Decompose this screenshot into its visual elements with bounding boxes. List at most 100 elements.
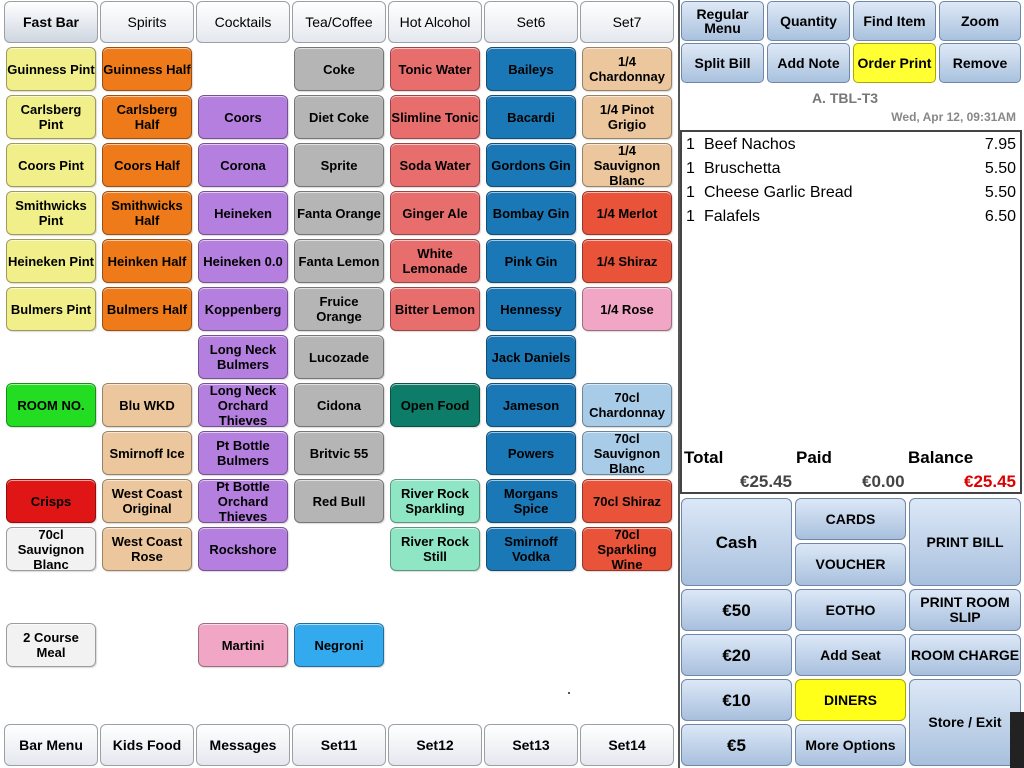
order-line[interactable]: 1 Bruschetta 5.50: [686, 160, 1016, 184]
item-button[interactable]: Sprite: [294, 143, 384, 187]
item-button[interactable]: 1/4 Pinot Grigio: [582, 95, 672, 139]
item-button[interactable]: 1/4 Shiraz: [582, 239, 672, 283]
item-button[interactable]: Powers: [486, 431, 576, 475]
print-bill-button[interactable]: PRINT BILL: [909, 498, 1021, 586]
item-button[interactable]: Long Neck Bulmers: [198, 335, 288, 379]
item-button[interactable]: Cidona: [294, 383, 384, 427]
item-button[interactable]: Jameson: [486, 383, 576, 427]
item-button[interactable]: Smithwicks Pint: [6, 191, 96, 235]
order-line[interactable]: 1 Cheese Garlic Bread 5.50: [686, 184, 1016, 208]
item-button[interactable]: Smirnoff Ice: [102, 431, 192, 475]
item-button[interactable]: Coors: [198, 95, 288, 139]
item-button[interactable]: Bacardi: [486, 95, 576, 139]
item-button[interactable]: River Rock Still: [390, 527, 480, 571]
item-button[interactable]: Heineken: [198, 191, 288, 235]
room-charge-button[interactable]: ROOM CHARGE: [909, 634, 1021, 676]
item-button[interactable]: Tonic Water: [390, 47, 480, 91]
cash-10-button[interactable]: €10: [681, 679, 792, 721]
tab-tea-coffee[interactable]: Tea/Coffee: [292, 1, 386, 43]
item-button[interactable]: Heinken Half: [102, 239, 192, 283]
item-button[interactable]: Guinness Pint: [6, 47, 96, 91]
tab-set13[interactable]: Set13: [484, 724, 578, 766]
item-button[interactable]: Martini: [198, 623, 288, 667]
item-button[interactable]: 70cl Shiraz: [582, 479, 672, 523]
item-button[interactable]: 70cl Sparkling Wine: [582, 527, 672, 572]
item-button[interactable]: Diet Coke: [294, 95, 384, 139]
item-button[interactable]: River Rock Sparkling: [390, 479, 480, 523]
item-button[interactable]: Blu WKD: [102, 383, 192, 427]
item-button[interactable]: 70cl Chardonnay: [582, 383, 672, 427]
item-button[interactable]: Coors Pint: [6, 143, 96, 187]
item-button[interactable]: West Coast Original: [102, 479, 192, 523]
item-button[interactable]: Jack Daniels: [486, 335, 576, 379]
item-button[interactable]: Fanta Lemon: [294, 239, 384, 283]
tab-set6[interactable]: Set6: [484, 1, 578, 43]
tab-set7[interactable]: Set7: [580, 1, 674, 43]
item-button[interactable]: Bitter Lemon: [390, 287, 480, 331]
item-button[interactable]: White Lemonade: [390, 239, 480, 283]
print-room-slip-button[interactable]: PRINT ROOM SLIP: [909, 589, 1021, 631]
tab-messages[interactable]: Messages: [196, 724, 290, 766]
tab-bar-menu[interactable]: Bar Menu: [4, 724, 98, 766]
room-number-button[interactable]: ROOM NO.: [6, 383, 96, 427]
item-button[interactable]: 1/4 Sauvignon Blanc: [582, 143, 672, 188]
item-button[interactable]: Long Neck Orchard Thieves: [198, 383, 288, 428]
item-button[interactable]: Corona: [198, 143, 288, 187]
quantity-button[interactable]: Quantity: [767, 1, 850, 41]
tab-hot-alcohol[interactable]: Hot Alcohol: [388, 1, 482, 43]
item-button[interactable]: 1/4 Merlot: [582, 191, 672, 235]
split-bill-button[interactable]: Split Bill: [681, 43, 764, 83]
item-button[interactable]: Carlsberg Half: [102, 95, 192, 139]
tab-set14[interactable]: Set14: [580, 724, 674, 766]
item-button[interactable]: 1/4 Rose: [582, 287, 672, 331]
item-button[interactable]: Heineken 0.0: [198, 239, 288, 283]
item-button[interactable]: 1/4 Chardonnay: [582, 47, 672, 91]
item-button[interactable]: Fanta Orange: [294, 191, 384, 235]
item-button[interactable]: Pink Gin: [486, 239, 576, 283]
item-button[interactable]: Bombay Gin: [486, 191, 576, 235]
item-button[interactable]: Rockshore: [198, 527, 288, 571]
item-button[interactable]: Pt Bottle Orchard Thieves: [198, 479, 288, 524]
item-button[interactable]: Pt Bottle Bulmers: [198, 431, 288, 475]
add-note-button[interactable]: Add Note: [767, 43, 850, 83]
open-food-button[interactable]: Open Food: [390, 383, 480, 427]
tab-set12[interactable]: Set12: [388, 724, 482, 766]
item-button[interactable]: Gordons Gin: [486, 143, 576, 187]
tab-fast-bar[interactable]: Fast Bar: [4, 1, 98, 43]
more-options-button[interactable]: More Options: [795, 724, 906, 766]
item-button[interactable]: Coors Half: [102, 143, 192, 187]
cards-button[interactable]: CARDS: [795, 498, 906, 540]
voucher-button[interactable]: VOUCHER: [795, 543, 906, 586]
item-button[interactable]: Lucozade: [294, 335, 384, 379]
item-button[interactable]: West Coast Rose: [102, 527, 192, 571]
item-button[interactable]: Negroni: [294, 623, 384, 667]
cash-5-button[interactable]: €5: [681, 724, 792, 766]
item-button[interactable]: Carlsberg Pint: [6, 95, 96, 139]
tab-spirits[interactable]: Spirits: [100, 1, 194, 43]
item-button[interactable]: Britvic 55: [294, 431, 384, 475]
item-button[interactable]: Slimline Tonic: [390, 95, 480, 139]
item-button[interactable]: Bulmers Half: [102, 287, 192, 331]
remove-button[interactable]: Remove: [939, 43, 1021, 83]
cash-button[interactable]: Cash: [681, 498, 792, 586]
item-button[interactable]: Heineken Pint: [6, 239, 96, 283]
tab-kids-food[interactable]: Kids Food: [100, 724, 194, 766]
item-button[interactable]: Soda Water: [390, 143, 480, 187]
item-button[interactable]: Red Bull: [294, 479, 384, 523]
order-line[interactable]: 1 Beef Nachos 7.95: [686, 136, 1016, 160]
cash-20-button[interactable]: €20: [681, 634, 792, 676]
item-button[interactable]: Ginger Ale: [390, 191, 480, 235]
zoom-button[interactable]: Zoom: [939, 1, 1021, 41]
item-button[interactable]: Baileys: [486, 47, 576, 91]
item-button[interactable]: Smirnoff Vodka: [486, 527, 576, 571]
item-button[interactable]: Coke: [294, 47, 384, 91]
item-button[interactable]: Morgans Spice: [486, 479, 576, 523]
item-button[interactable]: Hennessy: [486, 287, 576, 331]
order-line[interactable]: 1 Falafels 6.50: [686, 208, 1016, 232]
order-print-button[interactable]: Order Print: [853, 43, 936, 83]
store-exit-button[interactable]: Store / Exit: [909, 679, 1021, 766]
item-button[interactable]: Fruice Orange: [294, 287, 384, 331]
find-item-button[interactable]: Find Item: [853, 1, 936, 41]
item-button[interactable]: Bulmers Pint: [6, 287, 96, 331]
diners-button[interactable]: DINERS: [795, 679, 906, 721]
